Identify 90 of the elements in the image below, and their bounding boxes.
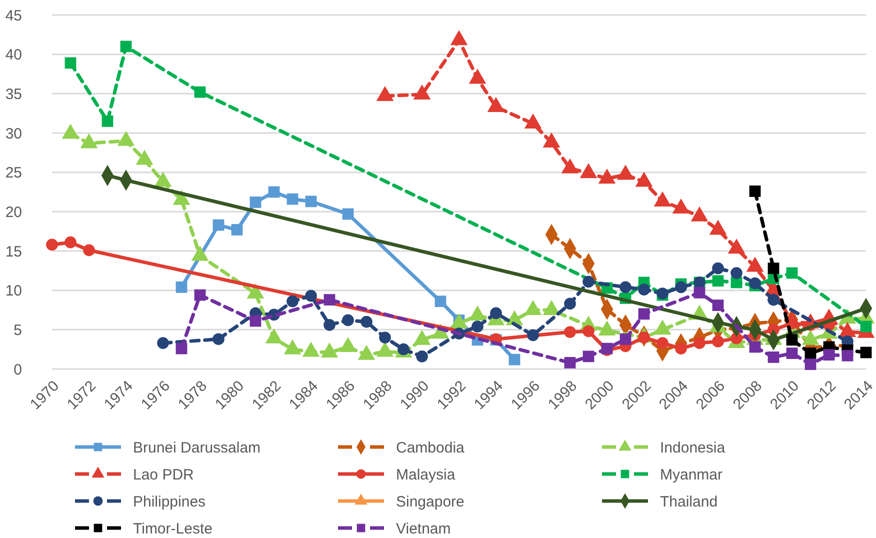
y-tick-label: 0 bbox=[14, 361, 22, 378]
point bbox=[804, 348, 816, 359]
point bbox=[860, 320, 872, 332]
point bbox=[305, 196, 317, 208]
point bbox=[823, 349, 835, 361]
point bbox=[527, 329, 539, 342]
y-tick-label: 45 bbox=[5, 7, 22, 24]
point bbox=[176, 281, 188, 293]
point bbox=[564, 326, 576, 338]
legend-label: Philippines bbox=[133, 493, 206, 510]
legend-label: Lao PDR bbox=[133, 466, 194, 484]
point bbox=[416, 350, 428, 362]
legend-label: Timor-Leste bbox=[133, 520, 212, 538]
point bbox=[656, 337, 668, 349]
point bbox=[231, 224, 243, 236]
point bbox=[768, 352, 780, 363]
point bbox=[675, 342, 687, 354]
point bbox=[194, 86, 206, 98]
point bbox=[804, 358, 816, 370]
point bbox=[250, 315, 262, 327]
point bbox=[694, 286, 706, 298]
point bbox=[472, 320, 484, 332]
point bbox=[694, 337, 706, 349]
point bbox=[842, 350, 854, 362]
point bbox=[730, 332, 742, 344]
point bbox=[860, 346, 872, 358]
point bbox=[379, 332, 391, 344]
point bbox=[434, 296, 446, 308]
point bbox=[176, 342, 188, 354]
point bbox=[582, 350, 594, 362]
point bbox=[286, 193, 298, 205]
point bbox=[786, 348, 798, 359]
point bbox=[360, 316, 372, 328]
point bbox=[786, 267, 798, 279]
point bbox=[620, 281, 632, 294]
y-tick-label: 5 bbox=[14, 322, 22, 339]
legend-label: Singapore bbox=[396, 493, 464, 510]
point bbox=[620, 333, 632, 345]
y-tick-label: 10 bbox=[5, 282, 22, 300]
point bbox=[342, 208, 354, 220]
point bbox=[712, 300, 724, 311]
point bbox=[157, 337, 169, 349]
point bbox=[46, 238, 58, 251]
point bbox=[102, 116, 114, 127]
point bbox=[212, 219, 224, 231]
point bbox=[768, 294, 780, 306]
point bbox=[638, 284, 650, 296]
legend-label: Brunei Darussalam bbox=[133, 439, 261, 456]
point bbox=[64, 57, 76, 69]
point bbox=[212, 333, 224, 346]
point bbox=[749, 186, 761, 197]
point bbox=[305, 290, 317, 302]
point bbox=[508, 354, 520, 366]
y-tick-label: 25 bbox=[5, 164, 22, 182]
point bbox=[250, 196, 262, 208]
y-tick-label: 40 bbox=[5, 46, 22, 64]
point bbox=[675, 281, 687, 294]
point bbox=[712, 336, 724, 348]
legend-label: Myanmar bbox=[660, 466, 723, 484]
point bbox=[564, 357, 576, 368]
point bbox=[342, 314, 354, 326]
point bbox=[582, 325, 594, 338]
point bbox=[749, 277, 761, 290]
legend-label: Cambodia bbox=[396, 439, 466, 456]
point bbox=[83, 244, 95, 256]
point bbox=[749, 341, 761, 353]
point bbox=[324, 319, 336, 331]
point bbox=[194, 289, 206, 301]
point bbox=[286, 295, 298, 308]
point bbox=[712, 262, 724, 274]
y-tick-label: 20 bbox=[5, 204, 22, 221]
point bbox=[730, 267, 742, 279]
y-tick-label: 35 bbox=[5, 86, 22, 103]
y-tick-label: 15 bbox=[5, 243, 22, 260]
point bbox=[582, 276, 594, 288]
point bbox=[786, 334, 798, 346]
legend-label: Malaysia bbox=[396, 466, 456, 484]
point bbox=[120, 40, 132, 52]
point bbox=[768, 262, 780, 274]
point bbox=[324, 294, 336, 306]
point bbox=[564, 298, 576, 310]
point bbox=[64, 236, 76, 248]
legend-label: Vietnam bbox=[396, 520, 451, 538]
point bbox=[638, 308, 650, 320]
point bbox=[490, 307, 502, 320]
point bbox=[712, 275, 724, 287]
y-tick-label: 30 bbox=[5, 125, 22, 142]
point bbox=[268, 186, 280, 198]
legend-label: Thailand bbox=[660, 493, 718, 510]
legend-label: Indonesia bbox=[660, 439, 726, 456]
